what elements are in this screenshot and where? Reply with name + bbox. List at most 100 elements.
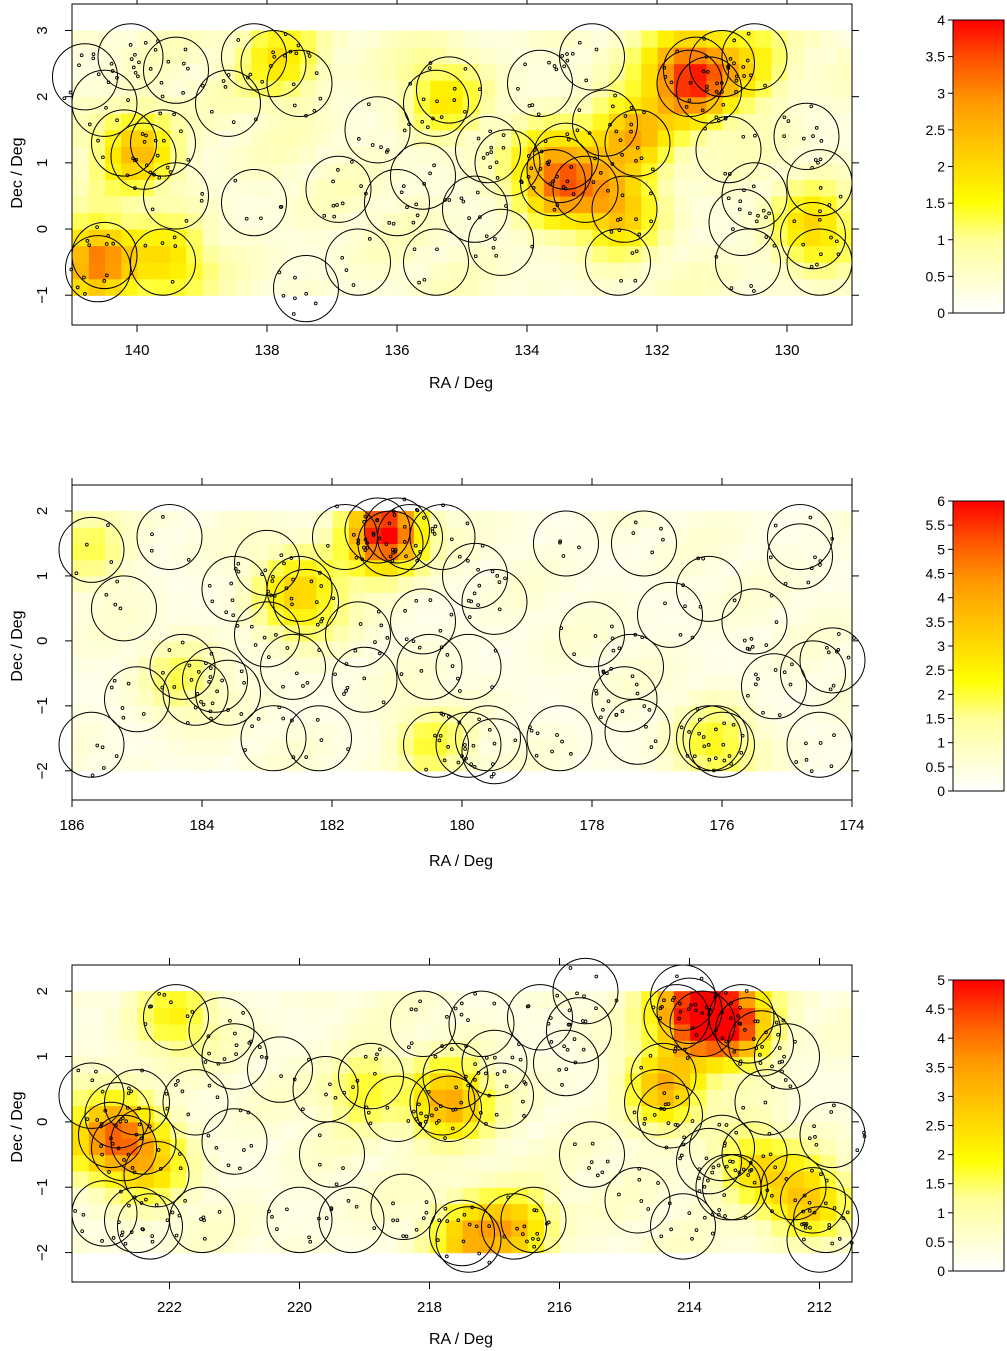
- galaxy-point: [846, 655, 851, 660]
- galaxy-point: [140, 132, 145, 136]
- heatmap-cell: [267, 229, 284, 247]
- plot-frame: [71, 964, 853, 1283]
- heatmap-cell: [835, 559, 853, 577]
- heatmap-cell: [835, 1007, 853, 1025]
- galaxy-point: [552, 64, 557, 68]
- galaxy-point: [424, 767, 428, 772]
- heatmap-cell: [478, 1023, 496, 1041]
- heatmap-cell: [332, 1170, 349, 1188]
- heatmap-cell: [640, 1170, 658, 1188]
- galaxy-point: [315, 718, 320, 722]
- heatmap-cell: [657, 640, 674, 658]
- heatmap-cell: [332, 30, 349, 48]
- galaxy-point: [561, 554, 566, 558]
- heatmap-cell: [559, 1187, 577, 1205]
- field-circle: [500, 1186, 567, 1254]
- field-circle: [559, 1121, 625, 1188]
- heatmap-cell: [250, 1138, 268, 1156]
- galaxy-point: [401, 1234, 406, 1238]
- heatmap-cell: [283, 229, 301, 247]
- galaxy-point: [412, 247, 417, 252]
- heatmap-cell: [673, 1007, 691, 1025]
- heatmap-cell: [770, 278, 788, 296]
- heatmap-cell: [218, 229, 236, 247]
- galaxy-point: [127, 1203, 131, 1208]
- x-tick-label: 134: [514, 342, 539, 359]
- heatmap-cell: [153, 673, 171, 691]
- heatmap-cell: [153, 510, 171, 528]
- heatmap-cell: [673, 705, 691, 723]
- heatmap-cell: [169, 63, 187, 81]
- galaxy-point: [363, 514, 368, 519]
- galaxy-point: [813, 1135, 817, 1139]
- galaxy-point: [412, 1109, 416, 1114]
- heatmap-cell: [803, 1040, 821, 1058]
- heatmap-cell: [738, 278, 756, 296]
- heatmap-cell: [218, 1105, 236, 1123]
- galaxy-point: [643, 1116, 647, 1121]
- galaxy-point: [395, 1218, 400, 1223]
- heatmap-cell: [429, 624, 447, 642]
- heatmap-cell: [202, 96, 219, 114]
- heatmap-cell: [510, 1056, 528, 1074]
- galaxy-point: [633, 278, 638, 283]
- field-circle: [461, 1029, 528, 1097]
- heatmap-cell: [510, 1154, 528, 1172]
- heatmap-cell: [250, 113, 268, 131]
- heatmap-cell: [364, 262, 382, 280]
- heatmap-cell: [88, 1056, 106, 1074]
- galaxy-point: [248, 72, 253, 77]
- heatmap-cell: [137, 146, 154, 164]
- heatmap-cell: [787, 705, 804, 723]
- galaxy-point: [829, 764, 834, 769]
- heatmap-cell: [234, 640, 252, 658]
- galaxy-point: [106, 523, 110, 527]
- heatmap-cell: [348, 689, 366, 707]
- galaxy-point: [183, 1198, 187, 1203]
- galaxy-point: [362, 676, 367, 681]
- heatmap-cell: [72, 1121, 89, 1139]
- heatmap-cell: [88, 608, 106, 626]
- heatmap-cell: [803, 162, 821, 180]
- heatmap-cell: [267, 527, 284, 545]
- galaxy-point: [738, 1005, 742, 1010]
- galaxy-point: [525, 1239, 529, 1244]
- heatmap-cell: [169, 146, 187, 164]
- heatmap-cell: [364, 592, 382, 609]
- heatmap-cell: [640, 63, 658, 81]
- galaxy-point: [678, 1001, 682, 1006]
- heatmap-cell: [640, 1138, 658, 1156]
- heatmap-cell: [835, 527, 853, 545]
- galaxy-point: [85, 239, 90, 243]
- field-circle: [409, 504, 476, 570]
- heatmap-cell: [673, 608, 691, 626]
- heatmap-cell: [348, 262, 366, 280]
- galaxy-point: [443, 1136, 447, 1140]
- heatmap-cell: [835, 608, 853, 626]
- galaxy-point: [186, 557, 191, 562]
- galaxy-point: [164, 1091, 169, 1096]
- heatmap-cell: [380, 592, 398, 609]
- heatmap-cell: [153, 738, 171, 756]
- field-circle: [201, 1108, 268, 1175]
- galaxy-point: [457, 554, 462, 559]
- heatmap-cell: [640, 673, 658, 691]
- heatmap-cell: [315, 146, 333, 164]
- heatmap-cell: [657, 1056, 674, 1074]
- galaxy-point: [210, 701, 215, 706]
- heatmap-cell: [722, 262, 739, 280]
- galaxy-point: [293, 296, 297, 301]
- heatmap-cell: [754, 1121, 772, 1139]
- heatmap-cell: [234, 657, 252, 674]
- galaxy-point: [331, 179, 335, 184]
- heatmap-cell: [754, 262, 772, 280]
- galaxy-point: [490, 569, 495, 574]
- heatmap-cell: [348, 63, 366, 81]
- heatmap-cell: [770, 1023, 788, 1041]
- galaxy-point: [62, 96, 67, 101]
- x-tick-label: 180: [449, 817, 474, 834]
- heatmap-cell: [510, 1187, 528, 1205]
- heatmap-cell: [640, 80, 658, 98]
- heatmap-cell: [754, 657, 772, 674]
- galaxy-point: [199, 1217, 203, 1221]
